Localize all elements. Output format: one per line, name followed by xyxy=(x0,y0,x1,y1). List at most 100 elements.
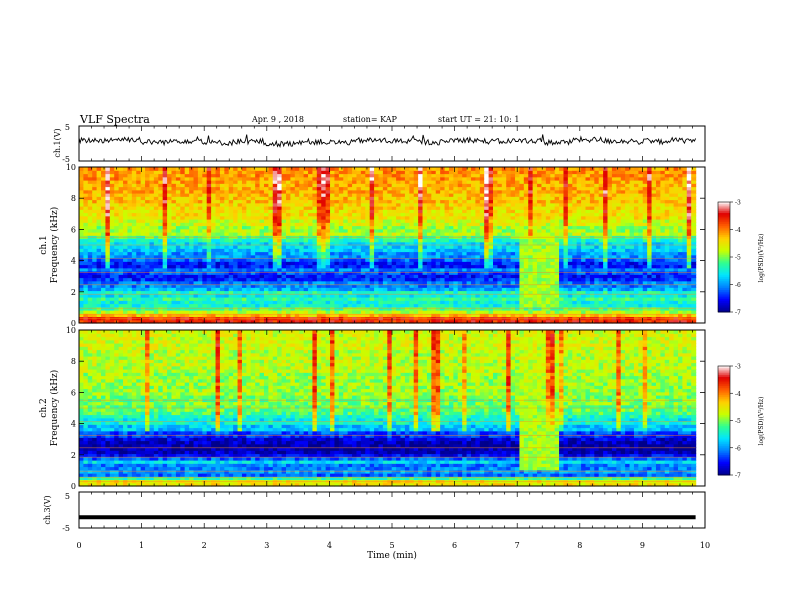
spectrogram-cell xyxy=(224,225,230,230)
spectrogram-cell xyxy=(418,196,424,201)
spectrogram-cell xyxy=(303,173,309,178)
spectrogram-cell xyxy=(193,232,199,236)
spectrogram-cell xyxy=(83,300,89,305)
spectrogram-cell xyxy=(167,196,173,201)
spectrogram-cell xyxy=(440,261,446,266)
spectrogram-cell xyxy=(312,261,318,266)
spectrogram-cell xyxy=(365,241,371,246)
spectrogram-cell xyxy=(255,267,261,272)
spectrogram-cell xyxy=(184,300,190,305)
spectrogram-cell xyxy=(294,245,300,249)
spectrogram-cell xyxy=(149,170,155,175)
spectrogram-cell xyxy=(409,228,415,233)
spectrogram-cell xyxy=(312,254,318,259)
spectrogram-cell xyxy=(426,180,432,184)
spectrogram-cell xyxy=(453,170,459,175)
spectrogram-cell xyxy=(268,180,274,184)
spectrogram-cell xyxy=(435,186,441,191)
spectrogram-cell xyxy=(400,238,406,243)
spectrogram-cell xyxy=(286,293,291,298)
spectrogram-cell xyxy=(114,222,120,227)
spectrogram-cell xyxy=(202,264,208,269)
spectrogram-cell xyxy=(400,193,406,197)
spectrogram-cell xyxy=(167,180,173,184)
spectrogram-cell xyxy=(105,310,111,314)
spectrogram-cell xyxy=(215,287,221,292)
spectrogram-cell xyxy=(338,310,344,314)
spectrogram-cell xyxy=(263,290,269,295)
spectrogram-cell xyxy=(180,274,186,279)
spectrogram-cell xyxy=(387,284,393,288)
spectrogram-cell xyxy=(127,248,133,253)
spectrogram-cell xyxy=(211,306,217,311)
spectrogram-cell xyxy=(224,293,230,298)
spectrogram-cell xyxy=(338,186,344,191)
spectrogram-cell xyxy=(294,199,300,204)
spectrogram-cell xyxy=(193,196,199,201)
spectrogram-cell xyxy=(312,310,318,314)
spectrogram-cell xyxy=(87,251,93,256)
spectrogram-cell xyxy=(396,261,402,266)
spectrogram-cell xyxy=(356,228,362,233)
spectrogram-cell xyxy=(409,303,415,308)
spectrogram-cell xyxy=(92,173,98,178)
spectrogram-cell xyxy=(369,219,375,223)
spectrogram-cell xyxy=(167,228,173,233)
spectrogram-cell xyxy=(136,167,142,171)
spectrogram-cell xyxy=(105,303,111,308)
spectrogram-cell xyxy=(369,180,375,184)
spectrogram-cell xyxy=(435,251,441,256)
spectrogram-cell xyxy=(426,254,432,259)
spectrogram-cell xyxy=(299,176,305,181)
spectrogram-cell xyxy=(440,258,446,262)
spectrogram-cell xyxy=(338,232,344,236)
spectrogram-cell xyxy=(457,215,463,220)
spectrogram-cell xyxy=(272,238,278,243)
spectrogram-cell xyxy=(259,180,265,184)
spectrogram-cell xyxy=(413,238,419,243)
spectrogram-cell xyxy=(237,209,243,214)
spectrogram-cell xyxy=(180,232,186,236)
spectrogram-cell xyxy=(180,313,186,318)
spectrogram-cell xyxy=(153,274,159,279)
spectrogram-cell xyxy=(312,215,318,220)
spectrogram-cell xyxy=(153,319,159,324)
spectrogram-cell xyxy=(184,215,190,220)
spectrogram-cell xyxy=(294,209,300,214)
spectrogram-cell xyxy=(189,202,195,207)
spectrogram-cell xyxy=(409,212,415,217)
spectrogram-cell xyxy=(202,196,208,201)
spectrogram-cell xyxy=(365,196,371,201)
spectrogram-cell xyxy=(140,219,146,223)
spectrogram-cell xyxy=(118,189,124,194)
spectrogram-cell xyxy=(440,238,446,243)
spectrogram-cell xyxy=(109,297,115,301)
spectrogram-cell xyxy=(369,206,375,210)
spectrogram-cell xyxy=(118,274,124,279)
spectrogram-cell xyxy=(167,303,173,308)
spectrogram-cell xyxy=(96,280,102,285)
spectrogram-cell xyxy=(431,228,437,233)
spectrogram-cell xyxy=(277,232,283,236)
spectrogram-cell xyxy=(400,167,406,171)
spectrogram-cell xyxy=(237,290,243,295)
spectrogram-cell xyxy=(352,202,358,207)
spectrogram-cell xyxy=(92,222,98,227)
spectrogram-cell xyxy=(193,225,199,230)
spectrogram-cell xyxy=(118,167,124,171)
spectrogram-cell xyxy=(79,173,84,178)
spectrogram-cell xyxy=(197,202,203,207)
spectrogram-cell xyxy=(268,271,274,275)
spectrogram-cell xyxy=(180,241,186,246)
spectrogram-cell xyxy=(281,232,287,236)
spectrogram-cell xyxy=(277,170,283,175)
spectrogram-cell xyxy=(440,284,446,288)
spectrogram-cell xyxy=(294,186,300,191)
spectrogram-cell xyxy=(360,170,366,175)
spectrogram-cell xyxy=(101,189,107,194)
spectrogram-cell xyxy=(189,232,195,236)
spectrogram-cell xyxy=(272,215,278,220)
spectrogram-cell xyxy=(233,193,239,197)
spectrogram-cell xyxy=(211,251,217,256)
spectrogram-cell xyxy=(92,199,98,204)
